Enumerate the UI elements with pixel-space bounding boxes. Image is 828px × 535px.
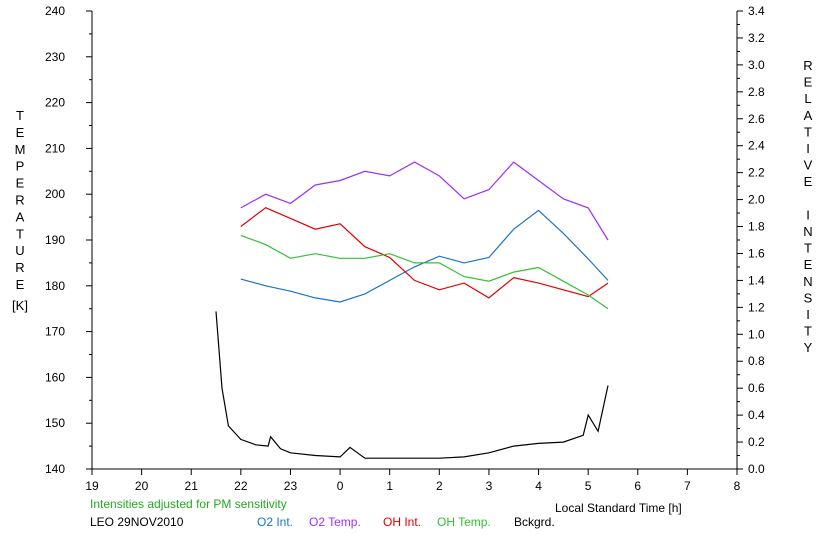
right-tick-label: 2.0: [748, 193, 765, 207]
left-tick-label: 240: [45, 4, 65, 18]
station-date: LEO 29NOV2010: [90, 515, 184, 529]
left-axis-ticks: 140 150 160 170 180 190 200 210 220 230 240: [45, 4, 92, 476]
x-tick-label: 3: [486, 479, 493, 493]
legend-entry-o2-int: O2 Int.: [257, 515, 293, 529]
left-tick-label: 190: [45, 233, 65, 247]
right-tick-label: 0.4: [748, 408, 765, 422]
x-tick-label: 0: [337, 479, 344, 493]
right-tick-label: 1.8: [748, 220, 765, 234]
sensitivity-note: Intensities adjusted for PM sensitivity: [90, 497, 287, 511]
x-tick-label: 23: [284, 479, 298, 493]
right-tick-label: 2.2: [748, 166, 765, 180]
series-line-bckgrd: [215, 311, 609, 459]
right-tick-label: 0.0: [748, 462, 765, 476]
x-tick-label: 19: [85, 479, 99, 493]
series-line-o2-temp: [240, 161, 609, 241]
right-axis-ticks: 0.0 0.2 0.4 0.6 0.8 1.0 1.2 1.4 1.6 1.8 2.0 2.2 2.4 2…: [737, 4, 765, 476]
right-tick-label: 1.4: [748, 273, 765, 287]
left-axis-title-letter: T: [16, 226, 24, 241]
series-line-oh-int: [240, 207, 609, 299]
left-tick-label: 230: [45, 50, 65, 64]
right-axis-title-letter: N: [803, 224, 812, 239]
legend-entry-oh-int: OH Int.: [383, 515, 421, 529]
x-tick-label: 8: [734, 479, 741, 493]
x-axis-title: Local Standard Time [h]: [555, 501, 682, 515]
left-tick-label: 180: [45, 279, 65, 293]
left-axis-title-letter: R: [15, 193, 24, 208]
right-tick-label: 2.8: [748, 85, 765, 99]
series-layer: [215, 161, 609, 459]
right-tick-label: 0.8: [748, 354, 765, 368]
right-axis-title-letter: I: [806, 207, 810, 222]
left-tick-label: 140: [45, 462, 65, 476]
left-tick-label: 170: [45, 325, 65, 339]
legend: O2 Int. O2 Temp. OH Int. OH Temp. Bckgrd.: [257, 515, 555, 529]
x-tick-label: 7: [684, 479, 691, 493]
left-tick-label: 220: [45, 96, 65, 110]
series-line-oh-temp: [240, 234, 609, 310]
left-tick-label: 150: [45, 416, 65, 430]
right-tick-label: 3.4: [748, 4, 765, 18]
left-axis-title-letter: E: [16, 176, 25, 191]
x-axis-ticks: 19 20 21 22 23 0 1 2 3 4 5 6 7 8: [85, 469, 741, 493]
right-axis-title-letter: L: [804, 91, 811, 106]
left-axis-title-letter: M: [15, 142, 26, 157]
x-tick-label: 2: [436, 479, 443, 493]
left-axis-title-letter: E: [16, 125, 25, 140]
left-tick-label: 210: [45, 141, 65, 155]
right-tick-label: 0.2: [748, 435, 765, 449]
right-axis-title-letter: S: [804, 290, 813, 305]
x-tick-label: 22: [234, 479, 248, 493]
right-axis-title-letter: T: [804, 124, 812, 139]
series-line-o2-int: [240, 209, 609, 303]
plot-frame: [91, 11, 738, 470]
left-tick-label: 200: [45, 187, 65, 201]
right-axis-title-letter: E: [804, 75, 813, 90]
left-tick-label: 160: [45, 370, 65, 384]
x-tick-label: 20: [135, 479, 149, 493]
right-tick-label: 3.2: [748, 31, 765, 45]
right-axis-title-letter: N: [803, 274, 812, 289]
x-tick-label: 1: [386, 479, 393, 493]
left-axis-title-letter: R: [15, 260, 24, 275]
right-tick-label: 0.6: [748, 381, 765, 395]
right-axis-title-letter: I: [806, 307, 810, 322]
legend-entry-o2-temp: O2 Temp.: [309, 515, 361, 529]
left-axis-title-letter: A: [16, 209, 25, 224]
right-axis-title-letter: T: [804, 241, 812, 256]
x-tick-label: 6: [634, 479, 641, 493]
right-axis-title-letter: E: [804, 257, 813, 272]
left-axis-title-letter: U: [15, 243, 24, 258]
right-tick-label: 1.6: [748, 246, 765, 260]
right-axis-title-letter: A: [804, 108, 813, 123]
left-axis-title-letter: P: [16, 159, 25, 174]
right-axis-title-letter: E: [804, 174, 813, 189]
right-axis-title-letter: T: [804, 324, 812, 339]
x-tick-label: 4: [535, 479, 542, 493]
right-axis-title-letter: V: [804, 158, 813, 173]
right-axis-title-letter: Y: [804, 340, 813, 355]
x-tick-label: 5: [585, 479, 592, 493]
right-tick-label: 3.0: [748, 58, 765, 72]
right-tick-label: 1.0: [748, 327, 765, 341]
right-tick-label: 2.6: [748, 112, 765, 126]
left-axis-unit: [K]: [12, 298, 28, 313]
left-axis-title-letter: T: [16, 108, 24, 123]
x-tick-label: 21: [185, 479, 199, 493]
right-tick-label: 1.2: [748, 300, 765, 314]
right-axis-title-letter: R: [803, 58, 812, 73]
legend-entry-oh-temp: OH Temp.: [437, 515, 491, 529]
legend-entry-bckgrd: Bckgrd.: [514, 515, 555, 529]
right-tick-label: 2.4: [748, 139, 765, 153]
right-axis-title-letter: I: [806, 141, 810, 156]
left-axis-title-letter: E: [16, 277, 25, 292]
